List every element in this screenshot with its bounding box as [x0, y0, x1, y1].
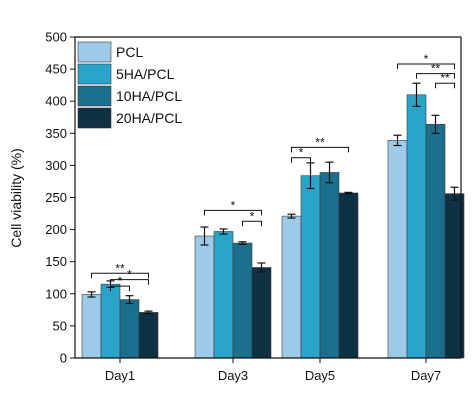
- y-tick-label: 0: [60, 351, 67, 366]
- bar: [300, 175, 321, 359]
- significance-label: *: [127, 268, 132, 282]
- significance-label: *: [118, 274, 123, 288]
- significance-label: **: [315, 135, 325, 149]
- x-tick-label: Day1: [105, 368, 135, 383]
- significance-bracket: [291, 146, 349, 153]
- significance-label: **: [440, 71, 450, 85]
- significance-bracket: [416, 73, 455, 79]
- legend-swatch: [77, 63, 112, 85]
- bar: [213, 231, 234, 359]
- legend: PCL 5HA/PCL 10HA/PCL 20HA/PCL: [77, 41, 182, 129]
- bar: [387, 140, 408, 359]
- significance-bracket: [110, 279, 149, 285]
- significance-bracket: [91, 272, 149, 279]
- bar: [319, 172, 340, 359]
- legend-label: PCL: [116, 44, 143, 60]
- bar: [425, 124, 446, 359]
- significance-label: **: [431, 62, 441, 76]
- y-tick-label: 100: [45, 286, 67, 301]
- y-tick-label: 500: [45, 30, 67, 45]
- error-bars-layer: [87, 82, 459, 315]
- significance-label: *: [250, 209, 255, 223]
- legend-label: 5HA/PCL: [116, 66, 175, 82]
- x-tick-label: Day7: [411, 368, 441, 383]
- significance-bracket: [291, 157, 311, 163]
- legend-swatch: [77, 41, 112, 63]
- legend-swatch: [77, 107, 112, 129]
- bar: [338, 192, 359, 359]
- significance-label: *: [424, 52, 429, 66]
- tick-labels-layer: 0 50 100 150 200 250 300 350 400 450 500 Day1 Day3 Da…: [45, 30, 441, 384]
- bar: [81, 294, 102, 359]
- axes-layer: [70, 36, 462, 363]
- legend-label: 10HA/PCL: [116, 88, 182, 104]
- significance-label: *: [299, 146, 304, 160]
- legend-swatch: [77, 85, 112, 107]
- bar: [406, 94, 427, 359]
- legend-label: 20HA/PCL: [116, 110, 182, 126]
- bars-layer: [81, 94, 465, 359]
- significance-bracket: [435, 82, 455, 89]
- y-tick-label: 450: [45, 62, 67, 77]
- y-tick-label: 50: [53, 318, 67, 333]
- x-tick-label: Day3: [218, 368, 248, 383]
- y-tick-label: 200: [45, 222, 67, 237]
- y-tick-label: 350: [45, 126, 67, 141]
- bar: [232, 242, 253, 359]
- bar: [281, 215, 302, 359]
- significance-bracket: [397, 63, 455, 69]
- significance-label: *: [231, 198, 236, 212]
- bar: [119, 299, 140, 359]
- significance-label: **: [115, 261, 125, 275]
- significance-bracket: [204, 209, 262, 216]
- y-axis-label: Cell viability (%): [8, 148, 24, 248]
- y-tick-label: 150: [45, 254, 67, 269]
- bar: [194, 235, 215, 359]
- significance-bracket: [110, 285, 130, 292]
- bar: [138, 312, 159, 359]
- y-tick-label: 300: [45, 158, 67, 173]
- bar: [100, 283, 121, 359]
- significance-bracket: [242, 220, 262, 227]
- bar: [251, 267, 272, 359]
- significance-layer: ** ************: [91, 52, 455, 292]
- x-tick-label: Day5: [305, 368, 335, 383]
- y-tick-label: 400: [45, 94, 67, 109]
- y-tick-label: 250: [45, 190, 67, 205]
